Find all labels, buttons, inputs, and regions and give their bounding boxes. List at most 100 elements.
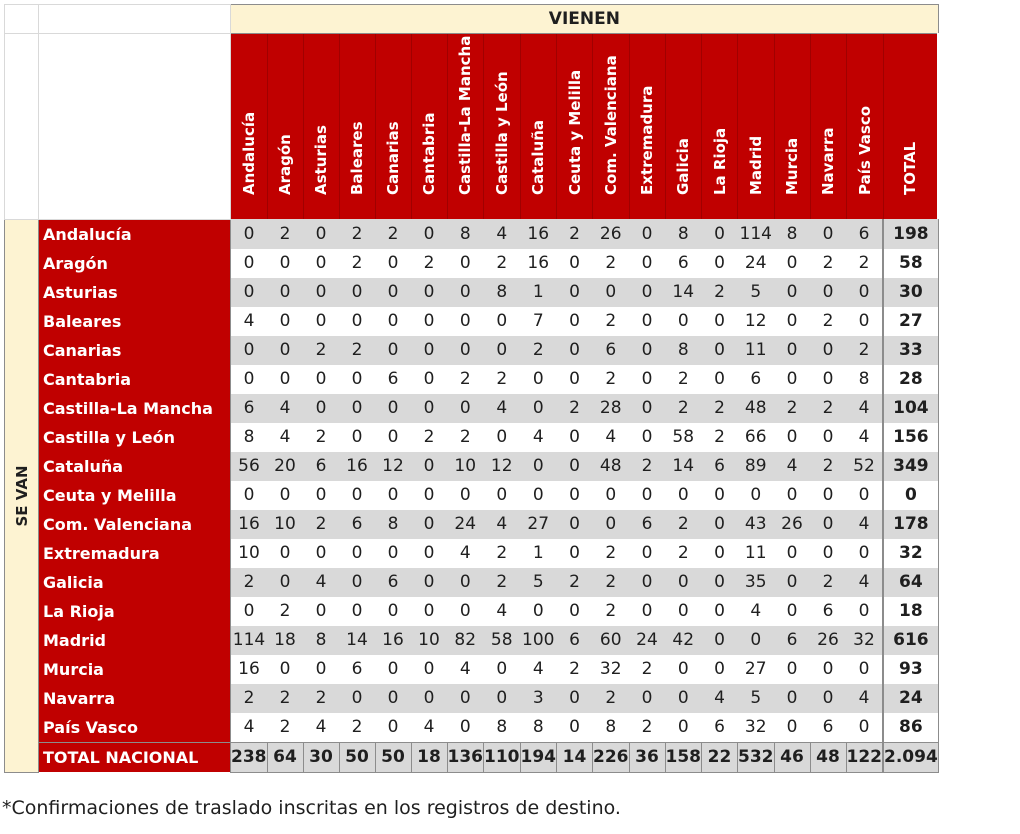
table-cell: 4 bbox=[483, 596, 520, 626]
row-label: Castilla y León bbox=[38, 422, 231, 452]
table-cell: 0 bbox=[411, 364, 447, 394]
table-cell: 52 bbox=[846, 451, 883, 481]
table-cell: 0 bbox=[230, 277, 267, 307]
corner-blank-4 bbox=[38, 33, 231, 220]
table-cell: 0 bbox=[701, 538, 738, 568]
table-cell: 6 bbox=[339, 654, 375, 684]
national-total-cell: 30 bbox=[302, 741, 340, 773]
grand-total-cell: 2.094 bbox=[881, 741, 939, 773]
table-cell: 4 bbox=[520, 654, 557, 684]
table-cell: 0 bbox=[339, 596, 375, 626]
column-header-label: Com. Valenciana bbox=[601, 55, 620, 195]
table-cell: 0 bbox=[375, 538, 411, 568]
row-total-cell: 24 bbox=[881, 683, 939, 713]
table-cell: 6 bbox=[701, 451, 738, 481]
table-cell: 0 bbox=[411, 306, 447, 336]
table-cell: 6 bbox=[737, 364, 774, 394]
row-total-cell: 64 bbox=[881, 567, 939, 597]
table-cell: 0 bbox=[556, 683, 593, 713]
column-header-label: Cantabria bbox=[420, 112, 438, 196]
row-total-cell: 198 bbox=[881, 219, 939, 249]
corner-blank-3 bbox=[4, 33, 39, 220]
table-cell: 6 bbox=[375, 364, 411, 394]
table-cell: 0 bbox=[774, 683, 810, 713]
table-cell: 0 bbox=[846, 538, 883, 568]
table-cell: 4 bbox=[447, 654, 484, 684]
table-cell: 8 bbox=[483, 712, 520, 742]
column-header-label: Navarra bbox=[819, 127, 837, 196]
table-cell: 0 bbox=[810, 422, 846, 452]
table-cell: 0 bbox=[375, 596, 411, 626]
column-header: Aragón bbox=[266, 33, 304, 219]
table-cell: 4 bbox=[230, 712, 267, 742]
table-cell: 0 bbox=[665, 596, 702, 626]
table-cell: 12 bbox=[375, 451, 411, 481]
table-cell: 16 bbox=[375, 625, 411, 655]
table-cell: 4 bbox=[846, 567, 883, 597]
table-cell: 0 bbox=[701, 364, 738, 394]
table-cell: 7 bbox=[520, 306, 557, 336]
table-cell: 0 bbox=[375, 480, 411, 510]
table-row: La Rioja 0 2 0 0 0 0 0 4 0 0 2 0 0 0 4 0 6 0 18 bbox=[5, 596, 939, 626]
column-header: Extremadura bbox=[628, 33, 666, 219]
table-cell: 0 bbox=[339, 277, 375, 307]
total-column-label: TOTAL bbox=[901, 141, 920, 195]
national-total-cell: 18 bbox=[410, 741, 448, 773]
table-cell: 0 bbox=[483, 422, 520, 452]
row-total-cell: 104 bbox=[881, 393, 939, 423]
table-cell: 2 bbox=[556, 219, 593, 249]
table-cell: 6 bbox=[810, 712, 846, 742]
table-cell: 0 bbox=[339, 480, 375, 510]
table-cell: 0 bbox=[411, 654, 447, 684]
table-cell: 4 bbox=[701, 683, 738, 713]
row-total-cell: 18 bbox=[881, 596, 939, 626]
table-cell: 0 bbox=[629, 219, 665, 249]
table-cell: 2 bbox=[810, 248, 846, 278]
table-cell: 0 bbox=[447, 248, 484, 278]
national-total-cell: 122 bbox=[845, 741, 884, 773]
table-row: Asturias 0 0 0 0 0 0 0 8 1 0 0 0 14 2 5 0 0 0 30 bbox=[5, 277, 939, 307]
table-cell: 8 bbox=[592, 712, 629, 742]
table-cell: 0 bbox=[267, 538, 303, 568]
table-row: Baleares 4 0 0 0 0 0 0 0 7 0 2 0 0 0 12 0 2 0 27 bbox=[5, 306, 939, 336]
table-cell: 0 bbox=[447, 306, 484, 336]
table-cell: 0 bbox=[339, 683, 375, 713]
row-label: Madrid bbox=[38, 625, 231, 655]
table-cell: 0 bbox=[303, 248, 339, 278]
table-cell: 0 bbox=[230, 364, 267, 394]
table-cell: 0 bbox=[629, 393, 665, 423]
table-cell: 4 bbox=[303, 567, 339, 597]
row-total-cell: 32 bbox=[881, 538, 939, 568]
table-cell: 0 bbox=[375, 277, 411, 307]
table-cell: 0 bbox=[303, 393, 339, 423]
row-total-cell: 86 bbox=[881, 712, 939, 742]
table-cell: 0 bbox=[629, 538, 665, 568]
table-cell: 0 bbox=[375, 712, 411, 742]
row-total-cell: 27 bbox=[881, 306, 939, 336]
table-cell: 0 bbox=[556, 306, 593, 336]
row-label: Extremadura bbox=[38, 538, 231, 568]
table-row: Canarias 0 0 2 2 0 0 0 0 2 0 6 0 8 0 11 0 0 2 33 bbox=[5, 335, 939, 365]
table-cell: 2 bbox=[810, 393, 846, 423]
total-column-header: TOTAL bbox=[882, 33, 940, 219]
table-cell: 0 bbox=[267, 335, 303, 365]
column-header: Castilla-La Mancha bbox=[446, 33, 484, 219]
table-cell: 14 bbox=[665, 451, 702, 481]
row-total-cell: 616 bbox=[881, 625, 939, 655]
table-cell: 18 bbox=[267, 625, 303, 655]
se-van-label-cell: SE VAN bbox=[4, 218, 39, 773]
table-cell: 6 bbox=[629, 509, 665, 539]
table-cell: 0 bbox=[303, 277, 339, 307]
table-cell: 4 bbox=[447, 538, 484, 568]
row-label: Com. Valenciana bbox=[38, 509, 231, 539]
table-cell: 0 bbox=[483, 480, 520, 510]
table-cell: 11 bbox=[737, 335, 774, 365]
table-cell: 0 bbox=[665, 480, 702, 510]
column-header: Andalucía bbox=[230, 33, 268, 219]
table-cell: 8 bbox=[375, 509, 411, 539]
national-total-cell: 110 bbox=[483, 741, 521, 773]
table-cell: 2 bbox=[846, 248, 883, 278]
table-cell: 0 bbox=[483, 335, 520, 365]
table-cell: 1 bbox=[520, 277, 557, 307]
table-cell: 8 bbox=[520, 712, 557, 742]
